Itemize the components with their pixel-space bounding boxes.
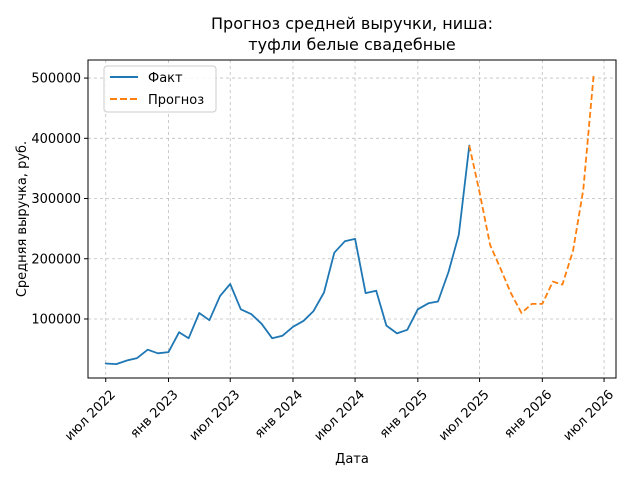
data-point-fact bbox=[115, 363, 118, 366]
data-point-forecast bbox=[489, 243, 492, 246]
data-point-forecast bbox=[561, 283, 564, 286]
data-point-fact bbox=[354, 237, 357, 240]
series-line-fact bbox=[104, 144, 471, 366]
data-point-fact bbox=[406, 328, 409, 331]
series-line-forecast bbox=[468, 73, 595, 314]
grid bbox=[88, 60, 616, 378]
data-point-fact bbox=[125, 359, 128, 362]
data-point-fact bbox=[427, 302, 430, 305]
chart-title-line-2: туфли белые свадебные bbox=[248, 35, 455, 54]
y-tick-label: 400000 bbox=[31, 132, 81, 147]
y-tick-label: 500000 bbox=[31, 72, 81, 87]
data-point-fact bbox=[364, 292, 367, 295]
data-point-forecast bbox=[572, 249, 575, 252]
data-point-fact bbox=[271, 337, 274, 340]
data-point-forecast bbox=[551, 280, 554, 283]
y-axis-label: Средняя выручка, руб. bbox=[15, 141, 30, 297]
data-point-fact bbox=[323, 291, 326, 294]
data-point-forecast bbox=[499, 267, 502, 270]
plot-frame bbox=[87, 59, 617, 379]
data-point-fact bbox=[219, 295, 222, 298]
data-point-fact bbox=[436, 300, 439, 303]
data-point-fact bbox=[208, 319, 211, 322]
data-point-fact bbox=[447, 271, 450, 274]
data-point-forecast bbox=[582, 188, 585, 191]
data-point-fact bbox=[198, 311, 201, 314]
data-point-forecast bbox=[520, 311, 523, 314]
data-point-forecast bbox=[478, 191, 481, 194]
legend: Факт Прогноз bbox=[103, 65, 217, 113]
legend-label-fact: Факт bbox=[148, 71, 183, 86]
data-point-fact bbox=[260, 322, 263, 325]
data-point-fact bbox=[239, 308, 242, 311]
y-axis: 100000 200000 300000 400000 500000 bbox=[31, 72, 88, 327]
data-point-fact bbox=[156, 352, 159, 355]
data-point-fact bbox=[187, 337, 190, 340]
data-point-fact bbox=[167, 351, 170, 354]
data-point-fact bbox=[416, 308, 419, 311]
data-point-forecast bbox=[541, 302, 544, 305]
data-point-fact bbox=[396, 332, 399, 335]
data-point-fact bbox=[136, 357, 139, 360]
data-point-fact bbox=[178, 331, 181, 334]
data-point-fact bbox=[146, 348, 149, 351]
legend-label-forecast: Прогноз bbox=[148, 93, 204, 108]
data-point-fact bbox=[333, 251, 336, 254]
chart-title-line-1: Прогноз средней выручки, ниша: bbox=[211, 14, 493, 33]
data-point-fact bbox=[281, 334, 284, 337]
data-point-forecast bbox=[530, 302, 533, 305]
data-point-forecast bbox=[509, 292, 512, 295]
data-point-forecast bbox=[592, 72, 595, 75]
data-point-fact bbox=[457, 233, 460, 236]
data-point-forecast bbox=[468, 144, 471, 147]
data-point-fact bbox=[291, 325, 294, 328]
y-tick-label: 100000 bbox=[31, 312, 81, 327]
x-axis-label: Дата bbox=[335, 452, 369, 467]
data-point-fact bbox=[343, 240, 346, 243]
data-point-fact bbox=[302, 319, 305, 322]
data-point-fact bbox=[312, 310, 315, 313]
data-point-fact bbox=[375, 289, 378, 292]
series-lines bbox=[104, 72, 595, 366]
data-point-fact bbox=[385, 324, 388, 327]
y-tick-label: 300000 bbox=[31, 192, 81, 207]
data-point-fact bbox=[104, 362, 107, 365]
data-point-fact bbox=[250, 313, 253, 316]
data-point-fact bbox=[229, 283, 232, 286]
y-tick-label: 200000 bbox=[31, 252, 81, 267]
